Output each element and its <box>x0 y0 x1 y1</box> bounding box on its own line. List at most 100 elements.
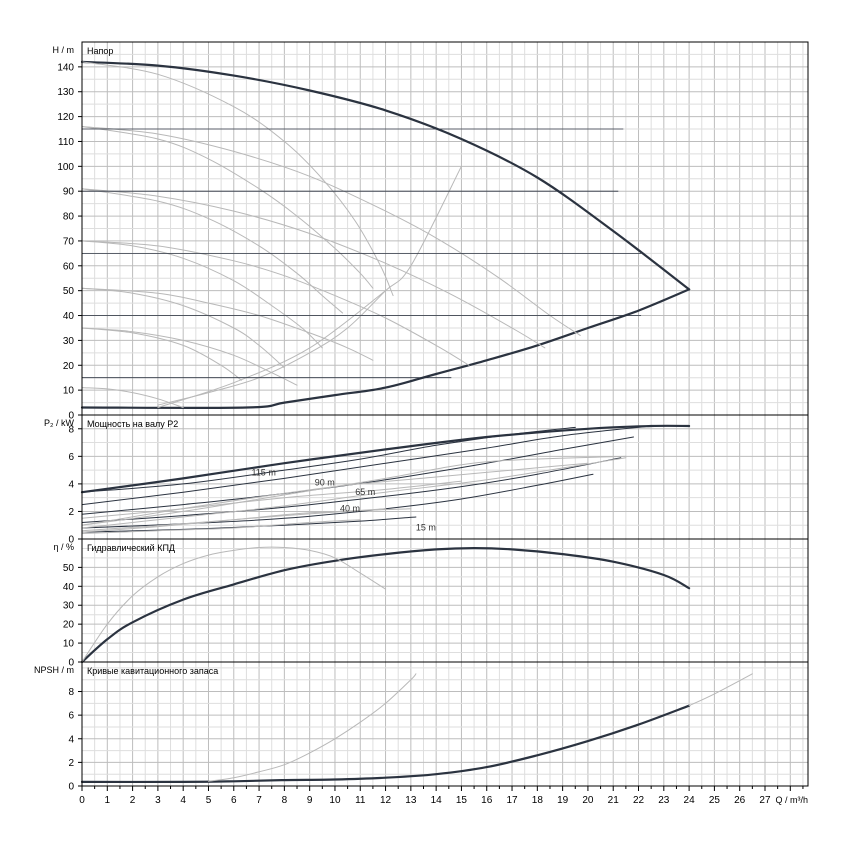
curve-annotation: 40 m <box>340 503 360 513</box>
curve-annotation: 115 m <box>251 468 275 478</box>
y-tick-label: 60 <box>63 261 75 272</box>
curve-series <box>157 290 387 408</box>
curve-series <box>81 508 387 532</box>
x-tick-label: 16 <box>481 795 493 806</box>
curve-series <box>81 287 285 369</box>
x-tick-label: 6 <box>231 795 237 806</box>
x-tick-label: 3 <box>155 795 161 806</box>
x-tick-label: 2 <box>130 795 136 806</box>
y-tick-label: 8 <box>68 424 74 435</box>
y-tick-label: 0 <box>68 535 74 546</box>
curve-series <box>81 126 374 289</box>
panel-title: Гидравлический КПД <box>87 543 175 553</box>
y-tick-label: 20 <box>63 620 75 631</box>
y-tick-label: 100 <box>57 162 74 173</box>
x-tick-label: 8 <box>282 795 288 806</box>
curve-series <box>157 165 462 406</box>
y-tick-label: 120 <box>57 112 74 123</box>
x-tick-label: 20 <box>582 795 594 806</box>
y-tick-label: 30 <box>63 336 75 347</box>
curve-series <box>80 704 691 784</box>
x-tick-label: 5 <box>206 795 212 806</box>
x-tick-label: 14 <box>431 795 443 806</box>
y-axis-label: η / % <box>53 542 74 552</box>
y-tick-label: 6 <box>68 452 74 463</box>
x-tick-label: 24 <box>684 795 696 806</box>
panel-title: Мощность на валу Р2 <box>87 419 178 429</box>
panel-title: Кривые кавитационного запаса <box>87 666 218 676</box>
curve-series <box>81 425 652 506</box>
curve-series <box>81 188 344 314</box>
y-axis-label: NPSH / m <box>34 665 74 675</box>
curve-series <box>81 426 576 493</box>
y-axis-label: P₂ / kW <box>44 418 74 428</box>
x-tick-label: 21 <box>608 795 620 806</box>
curve-series <box>208 673 417 782</box>
x-tick-label: 10 <box>329 795 341 806</box>
y-tick-label: 8 <box>68 687 74 698</box>
curve-series <box>81 240 470 366</box>
x-tick-label: 15 <box>456 795 468 806</box>
y-axis-label: H / m <box>53 45 75 55</box>
y-tick-label: 10 <box>63 639 75 650</box>
y-tick-label: 0 <box>68 411 74 422</box>
y-tick-label: 4 <box>68 734 74 745</box>
y-tick-label: 130 <box>57 87 74 98</box>
x-tick-label: 4 <box>180 795 186 806</box>
x-tick-label: 22 <box>633 795 645 806</box>
y-tick-label: 80 <box>63 212 75 223</box>
curve-series <box>81 327 298 386</box>
x-tick-label: 19 <box>557 795 569 806</box>
x-tick-label: 18 <box>532 795 544 806</box>
x-tick-label: 11 <box>355 795 366 806</box>
curve-annotation: 15 m <box>416 523 436 533</box>
curve-series <box>81 436 634 515</box>
curve-series <box>81 327 242 381</box>
text-layer: 0102030405060708090100110120130140НапорH… <box>34 45 808 806</box>
x-tick-label: 23 <box>658 795 670 806</box>
curve-series <box>81 240 323 349</box>
x-tick-label: 13 <box>405 795 417 806</box>
x-tick-label: 7 <box>256 795 262 806</box>
curve-series <box>80 424 691 494</box>
y-tick-label: 40 <box>63 582 75 593</box>
curve-series <box>80 60 691 291</box>
y-tick-label: 4 <box>68 479 74 490</box>
y-tick-label: 0 <box>68 658 74 669</box>
y-tick-label: 2 <box>68 758 74 769</box>
x-tick-label: 12 <box>380 795 392 806</box>
curve-series <box>80 288 691 409</box>
x-tick-label: 1 <box>105 795 111 806</box>
x-tick-label: 0 <box>79 795 85 806</box>
curve-series <box>81 457 622 523</box>
curve-series <box>81 519 361 534</box>
y-tick-label: 10 <box>63 386 75 397</box>
curve-layer <box>80 60 753 784</box>
y-tick-label: 140 <box>57 62 74 73</box>
x-tick-label: 26 <box>734 795 746 806</box>
curve-series <box>81 126 581 336</box>
y-tick-label: 20 <box>63 361 75 372</box>
y-tick-label: 6 <box>68 711 74 722</box>
curve-series <box>81 546 387 663</box>
curve-series <box>81 387 184 408</box>
panel-border <box>81 661 809 787</box>
curve-series <box>81 457 627 529</box>
y-tick-label: 2 <box>68 507 74 518</box>
y-tick-label: 90 <box>63 187 75 198</box>
x-tick-label: 25 <box>709 795 721 806</box>
curve-series <box>688 673 753 707</box>
y-tick-label: 50 <box>63 563 75 574</box>
y-tick-label: 70 <box>63 236 75 247</box>
y-tick-label: 50 <box>63 286 75 297</box>
curve-series <box>81 188 546 349</box>
y-tick-label: 110 <box>58 137 74 148</box>
y-tick-label: 30 <box>63 601 75 612</box>
x-tick-label: 27 <box>759 795 771 806</box>
panel-title: Напор <box>87 46 113 56</box>
x-tick-label: 9 <box>307 795 313 806</box>
x-tick-label: 17 <box>506 795 518 806</box>
y-tick-label: 0 <box>68 782 74 793</box>
curve-series <box>80 547 691 664</box>
